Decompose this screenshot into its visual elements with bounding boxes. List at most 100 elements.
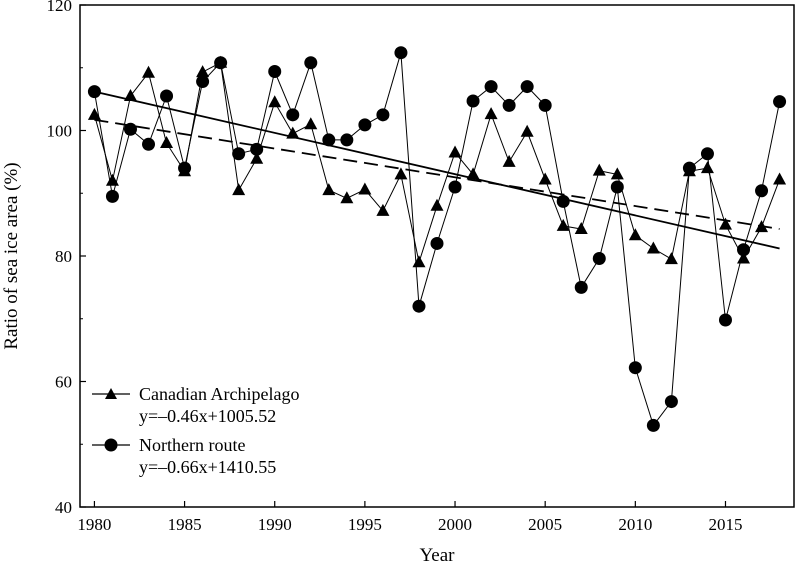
data-point-canadian	[484, 107, 498, 120]
x-tick-label: 2005	[528, 515, 562, 534]
data-point-canadian	[556, 218, 570, 231]
x-tick-label: 2000	[438, 515, 472, 534]
y-tick-label: 100	[47, 122, 73, 141]
data-point-canadian	[304, 117, 318, 130]
data-point-northern	[286, 108, 300, 122]
legend-label-canadian: Canadian Archipelago	[139, 384, 299, 404]
data-point-northern	[466, 94, 480, 108]
data-point-canadian	[430, 198, 444, 211]
legend-equation-canadian: y=–0.46x+1005.52	[139, 406, 276, 426]
data-point-northern	[646, 418, 660, 432]
data-point-canadian	[773, 172, 787, 185]
data-point-canadian	[142, 65, 156, 78]
y-tick-label: 120	[47, 0, 73, 15]
data-point-northern	[178, 161, 192, 175]
data-point-canadian	[376, 203, 390, 216]
data-point-canadian	[700, 161, 714, 174]
data-point-canadian	[448, 145, 462, 158]
data-point-canadian	[268, 95, 282, 108]
data-point-northern	[520, 80, 534, 94]
plot-frame	[79, 4, 795, 508]
data-point-canadian	[196, 65, 210, 78]
data-point-northern	[773, 95, 787, 109]
legend-label-northern: Northern route	[139, 435, 245, 455]
data-point-northern	[105, 189, 119, 203]
data-point-northern	[755, 184, 769, 198]
data-point-northern	[196, 75, 210, 89]
x-tick-label: 1995	[348, 515, 382, 534]
data-point-canadian	[502, 154, 516, 167]
data-point-canadian	[358, 182, 372, 195]
data-point-canadian	[574, 222, 588, 235]
data-point-canadian	[232, 183, 246, 196]
x-tick-label: 1980	[77, 515, 111, 534]
data-point-canadian	[466, 167, 480, 180]
data-point-northern	[737, 243, 751, 257]
data-series	[87, 46, 787, 432]
data-point-canadian	[412, 255, 426, 268]
data-point-northern	[718, 313, 732, 327]
data-point-canadian	[538, 172, 552, 185]
data-point-northern	[610, 180, 624, 194]
data-point-northern	[682, 161, 696, 175]
data-point-canadian	[340, 191, 354, 204]
data-point-northern	[394, 46, 408, 60]
axis-ticks: 1980 1985 1990 1995 2000 2005 2010 2015 40 60 80 10…	[47, 0, 743, 534]
data-point-canadian	[394, 167, 408, 180]
data-point-canadian	[87, 107, 101, 120]
legend-equation-northern: y=–0.66x+1410.55	[139, 457, 276, 477]
data-point-canadian	[664, 252, 678, 265]
y-tick-label: 80	[55, 247, 72, 266]
data-point-canadian	[718, 217, 732, 230]
data-point-canadian	[737, 251, 751, 264]
data-point-northern	[556, 194, 570, 208]
data-point-northern	[142, 137, 156, 151]
legend-marker-circle	[104, 438, 118, 452]
data-point-northern	[304, 56, 318, 70]
data-point-canadian	[592, 163, 606, 176]
legend: Canadian Archipelago y=–0.46x+1005.52 No…	[92, 384, 299, 477]
data-point-canadian	[610, 167, 624, 180]
data-point-northern	[484, 80, 498, 94]
data-point-northern	[628, 361, 642, 375]
trend-lines	[94, 90, 780, 250]
data-point-northern	[214, 56, 228, 70]
data-point-northern	[592, 252, 606, 266]
x-tick-label: 1990	[258, 515, 292, 534]
x-tick-label: 2010	[618, 515, 652, 534]
data-point-northern	[87, 85, 101, 99]
x-tick-label: 2015	[708, 515, 742, 534]
data-point-canadian	[646, 241, 660, 254]
data-point-canadian	[160, 136, 174, 149]
data-point-northern	[700, 147, 714, 161]
data-point-northern	[160, 89, 174, 103]
data-point-canadian	[628, 228, 642, 241]
data-point-northern	[340, 133, 354, 147]
data-point-northern	[358, 118, 372, 132]
data-point-northern	[574, 280, 588, 294]
data-point-northern	[502, 98, 516, 112]
data-point-northern	[232, 147, 246, 161]
trend-line-northern	[94, 90, 780, 250]
data-point-canadian	[250, 151, 264, 164]
data-point-northern	[322, 133, 336, 147]
y-tick-label: 40	[55, 498, 72, 517]
data-point-canadian	[322, 183, 336, 196]
data-point-northern	[664, 395, 678, 409]
series-line-canadian	[93, 61, 781, 265]
data-point-canadian	[520, 124, 534, 137]
data-point-northern	[538, 98, 552, 112]
data-point-northern	[376, 108, 390, 122]
data-point-northern	[268, 65, 282, 79]
data-point-northern	[123, 122, 137, 136]
data-point-northern	[448, 180, 462, 194]
data-point-northern	[250, 142, 264, 156]
x-axis-title: Year	[419, 545, 455, 566]
y-tick-label: 60	[55, 373, 72, 392]
y-axis-title: Ratio of sea ice area (%)	[1, 162, 22, 349]
x-tick-label: 1985	[168, 515, 202, 534]
data-point-canadian	[286, 126, 300, 139]
data-point-northern	[430, 236, 444, 250]
data-point-canadian	[123, 88, 137, 101]
